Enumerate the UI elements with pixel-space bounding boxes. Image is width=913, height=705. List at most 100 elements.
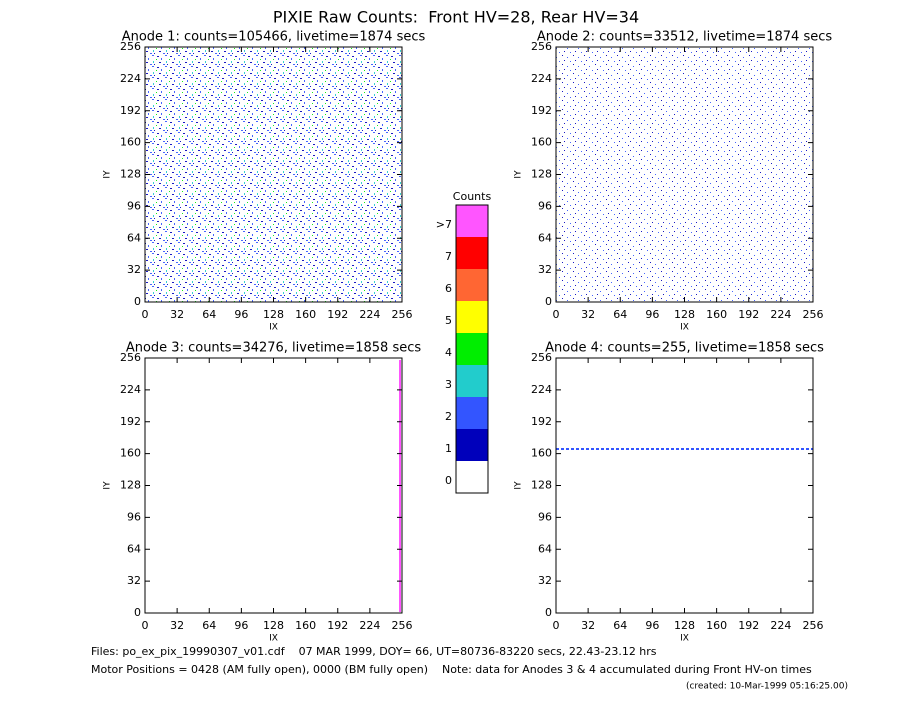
y-tick-label: 64 (538, 231, 552, 244)
y-tick-label: 160 (120, 136, 141, 149)
figure-title: PIXIE Raw Counts: Front HV=28, Rear HV=3… (273, 8, 639, 27)
y-tick-label: 224 (120, 72, 141, 85)
x-tick-label: 224 (770, 308, 791, 321)
y-tick-label: 224 (531, 72, 552, 85)
y-tick-label: 224 (120, 383, 141, 396)
y-axis-label: IY (103, 481, 113, 490)
panel-title: Anode 2: counts=33512, livetime=1874 sec… (537, 30, 833, 45)
colorbar-swatch (456, 237, 488, 269)
colorbar-label: 1 (445, 442, 452, 455)
x-tick-label: 192 (327, 308, 348, 321)
x-tick-label: 0 (553, 308, 560, 321)
footer-motor: Motor Positions = 0428 (AM fully open), … (91, 663, 812, 676)
x-tick-label: 96 (645, 619, 659, 632)
x-tick-label: 96 (234, 308, 248, 321)
colorbar-title: Counts (453, 190, 492, 203)
x-tick-label: 256 (392, 619, 413, 632)
plot-frame (144, 357, 403, 614)
y-tick-label: 224 (531, 383, 552, 396)
x-tick-label: 192 (327, 619, 348, 632)
y-tick-label: 160 (531, 136, 552, 149)
x-tick-label: 0 (142, 308, 149, 321)
x-tick-label: 192 (738, 619, 759, 632)
x-tick-label: 256 (392, 308, 413, 321)
x-tick-label: 32 (170, 308, 184, 321)
colorbar-label: 0 (445, 474, 452, 487)
x-tick-label: 160 (706, 619, 727, 632)
x-tick-label: 160 (295, 308, 316, 321)
x-tick-label: 96 (645, 308, 659, 321)
y-tick-label: 64 (127, 542, 141, 555)
x-axis-label: IX (269, 634, 278, 644)
colorbar-swatch (456, 429, 488, 461)
panel-title: Anode 1: counts=105466, livetime=1874 se… (122, 30, 426, 45)
x-tick-label: 0 (553, 619, 560, 632)
colorbar-label: 2 (445, 410, 452, 423)
x-axis-label: IX (680, 323, 689, 333)
x-tick-label: 192 (738, 308, 759, 321)
colorbar-swatch (456, 205, 488, 237)
y-tick-label: 32 (127, 574, 141, 587)
colorbar-label: 3 (445, 378, 452, 391)
colorbar-label: 7 (445, 250, 452, 263)
y-tick-label: 160 (120, 447, 141, 460)
y-tick-label: 32 (127, 263, 141, 276)
colorbar-label: 5 (445, 314, 452, 327)
y-tick-label: 128 (120, 168, 141, 181)
colorbar-label: >7 (436, 218, 452, 231)
x-tick-label: 128 (674, 619, 695, 632)
x-tick-label: 224 (359, 308, 380, 321)
x-tick-label: 224 (770, 619, 791, 632)
colorbar-swatch (456, 461, 488, 493)
x-tick-label: 64 (202, 308, 216, 321)
colorbar-label: 4 (445, 346, 452, 359)
anode1-image (145, 47, 402, 302)
x-tick-label: 32 (170, 619, 184, 632)
x-tick-label: 0 (142, 619, 149, 632)
y-tick-label: 32 (538, 263, 552, 276)
y-tick-label: 192 (120, 104, 141, 117)
y-tick-label: 0 (134, 295, 141, 308)
y-tick-label: 160 (531, 447, 552, 460)
x-tick-label: 160 (295, 619, 316, 632)
y-tick-label: 256 (120, 40, 141, 53)
colorbar-swatch (456, 333, 488, 365)
x-tick-label: 256 (803, 619, 824, 632)
footer-created: (created: 10-Mar-1999 05:16:25.00) (686, 682, 848, 692)
y-tick-label: 192 (531, 415, 552, 428)
y-tick-label: 128 (531, 479, 552, 492)
x-tick-label: 64 (613, 619, 627, 632)
x-tick-label: 128 (674, 308, 695, 321)
y-tick-label: 32 (538, 574, 552, 587)
x-axis-label: IX (680, 634, 689, 644)
x-tick-label: 64 (202, 619, 216, 632)
y-tick-label: 256 (120, 351, 141, 364)
panel-title: Anode 3: counts=34276, livetime=1858 sec… (126, 341, 422, 356)
y-tick-label: 128 (120, 479, 141, 492)
x-tick-label: 64 (613, 308, 627, 321)
y-tick-label: 256 (531, 351, 552, 364)
x-tick-label: 224 (359, 619, 380, 632)
x-tick-label: 32 (581, 308, 595, 321)
y-tick-label: 96 (538, 199, 552, 212)
colorbar-swatch (456, 397, 488, 429)
y-tick-label: 96 (127, 510, 141, 523)
colorbar-swatch (456, 269, 488, 301)
y-tick-label: 128 (531, 168, 552, 181)
y-tick-label: 0 (545, 295, 552, 308)
y-axis-label: IY (514, 170, 524, 179)
x-tick-label: 32 (581, 619, 595, 632)
y-tick-label: 96 (127, 199, 141, 212)
y-tick-label: 0 (134, 606, 141, 619)
x-tick-label: 160 (706, 308, 727, 321)
y-tick-label: 64 (538, 542, 552, 555)
colorbar-swatch (456, 365, 488, 397)
colorbar-frame (455, 204, 489, 494)
anode2-image (556, 47, 813, 302)
x-tick-label: 128 (263, 308, 284, 321)
y-axis-label: IY (103, 170, 113, 179)
plot-frame (555, 357, 814, 614)
y-tick-label: 64 (127, 231, 141, 244)
x-tick-label: 256 (803, 308, 824, 321)
